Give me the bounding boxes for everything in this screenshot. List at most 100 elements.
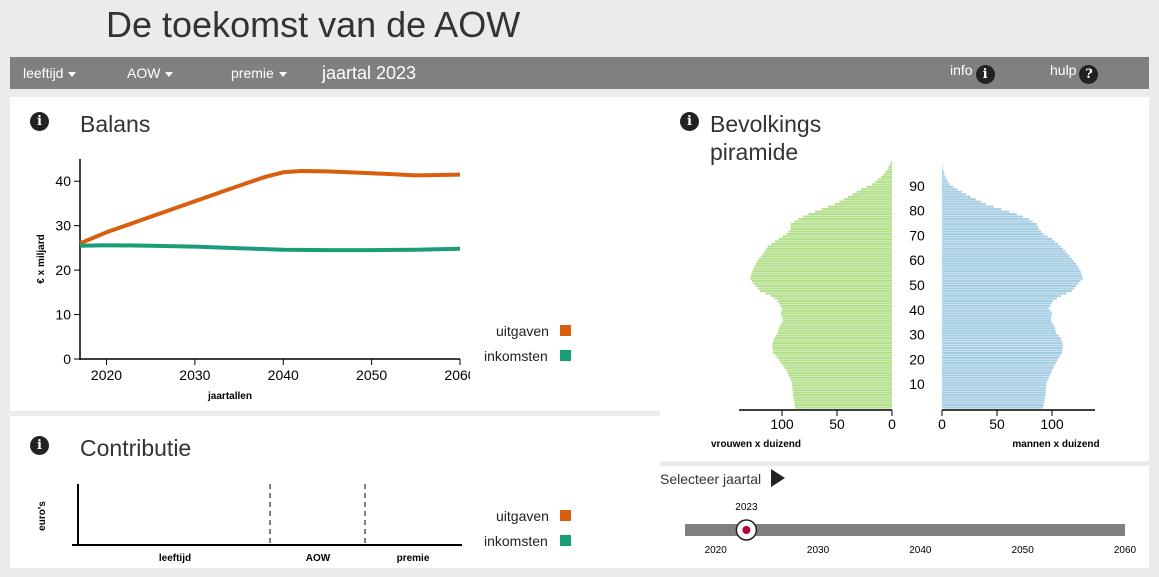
pyramid-bar-women — [883, 173, 892, 176]
menu-leeftijd[interactable]: leeftijd — [23, 65, 77, 81]
balans-y-tick-label: 10 — [55, 307, 71, 323]
help-menu[interactable]: hulp? — [1050, 62, 1099, 84]
year-label: jaartal 2023 — [322, 63, 417, 83]
contributie-legend-inkomsten-swatch — [560, 535, 571, 546]
pyramid-bar-men — [942, 183, 950, 186]
pyramid-bar-men — [942, 401, 1045, 404]
pyramid-bar-women — [790, 223, 892, 226]
pyramid-bar-women — [887, 168, 892, 171]
pyramid-bar-women — [750, 277, 892, 280]
pyramid-bar-men — [942, 319, 1051, 322]
slider-tick-label: 2020 — [705, 545, 728, 556]
pyramid-bar-men — [942, 227, 1039, 231]
pyramid-title-line1: Bevolkings — [710, 111, 822, 137]
pyramid-bar-women — [755, 285, 892, 288]
pyramid-bar-women — [782, 307, 892, 310]
pyramid-bar-men — [942, 406, 1044, 409]
pyramid-title-line2: piramide — [710, 139, 799, 165]
pyramid-x-tick-label: 100 — [770, 416, 794, 432]
caret-down-icon — [278, 71, 287, 77]
balans-x-tick-label: 2020 — [91, 367, 122, 383]
help-label: hulp — [1050, 62, 1077, 78]
pyramid-bar-women — [771, 294, 892, 297]
pyramid-bar-women — [794, 401, 892, 404]
pyramid-x-tick-label: 100 — [1040, 416, 1064, 432]
balans-legend-uitgaven-swatch — [560, 325, 571, 336]
pyramid-bar-men — [942, 386, 1047, 389]
pyramid-bar-women — [767, 245, 892, 248]
pyramid-bar-women — [815, 210, 892, 213]
contributie-title: Contributie — [80, 435, 192, 461]
pyramid-bar-women — [890, 161, 892, 164]
pyramid-bar-women — [761, 255, 892, 258]
pyramid-bar-men — [942, 193, 967, 196]
pyramid-bar-men — [942, 173, 945, 176]
pyramid-bar-women — [798, 218, 892, 221]
balans-x-tick-label: 2060 — [444, 367, 470, 383]
pyramid-bar-men — [942, 371, 1051, 374]
info-icon: i — [975, 65, 995, 84]
pyramid-bar-men — [942, 404, 1044, 407]
pyramid-bar-women — [755, 262, 892, 265]
pyramid-chart: 10 20 30 40 50 60 70 80 90 100 50 0 0 50 100 vrouwen x … — [711, 161, 1100, 450]
pyramid-bar-men — [942, 277, 1083, 280]
pyramid-bar-women — [753, 267, 892, 270]
pyramid-bar-women — [786, 232, 892, 235]
pyramid-bar-women — [781, 361, 892, 364]
pyramid-bar-men — [942, 351, 1062, 355]
balans-info-icon[interactable]: i — [30, 112, 49, 131]
pyramid-bar-women — [772, 342, 892, 345]
pyramid-bar-men — [942, 349, 1063, 352]
caret-down-icon — [68, 71, 77, 77]
slider-label: Selecteer jaartal — [660, 471, 762, 487]
pyramid-bar-women — [866, 185, 892, 188]
pyramid-bar-women — [843, 198, 892, 201]
pyramid-bar-women — [763, 252, 892, 255]
pyramid-bar-men — [942, 394, 1046, 397]
pyramid-bar-women — [772, 347, 892, 350]
pyramid-bar-men — [942, 302, 1052, 305]
pyramid-bar-men — [942, 292, 1067, 295]
app-title: De toekomst van de AOW — [106, 4, 521, 45]
pyramid-bar-women — [766, 247, 892, 250]
play-icon[interactable] — [771, 469, 785, 487]
balans-chart: 01020304020202030204020502060jaartallen€… — [36, 159, 470, 402]
pyramid-bar-men — [942, 190, 962, 193]
pyramid-bar-men — [942, 364, 1055, 367]
pyramid-bar-women — [793, 394, 892, 397]
pyramid-bar-women — [792, 384, 892, 387]
pyramid-bar-men — [942, 379, 1048, 382]
pyramid-bar-men — [942, 361, 1056, 364]
info-menu[interactable]: info i — [950, 62, 995, 84]
menu-aow[interactable]: AOW — [127, 65, 174, 81]
pyramid-age-label: 10 — [909, 376, 925, 392]
year-slider[interactable]: 2020 2030 2040 2050 2060 2023 — [660, 490, 1149, 570]
pyramid-age-label: 30 — [909, 327, 925, 343]
pyramid-info-icon[interactable]: i — [680, 112, 699, 131]
pyramid-bar-men — [942, 223, 1037, 226]
pyramid-x-tick-label: 50 — [829, 416, 845, 432]
pyramid-xlabel-men: mannen x duizend — [1012, 439, 1099, 450]
caret-down-icon — [165, 71, 174, 77]
pyramid-bar-women — [779, 324, 892, 327]
pyramid-bar-men — [942, 297, 1057, 300]
contributie-category-label: leeftijd — [159, 553, 191, 564]
pyramid-bar-men — [942, 210, 1010, 213]
pyramid-bar-men — [942, 275, 1083, 278]
pyramid-bar-women — [751, 280, 892, 283]
pyramid-bar-women — [786, 369, 892, 372]
pyramid-bar-men — [942, 280, 1081, 283]
contributie-info-icon[interactable]: i — [30, 436, 49, 455]
pyramid-bar-men — [942, 309, 1051, 312]
contributie-category-label: AOW — [306, 553, 331, 564]
contributie-legend-uitgaven: uitgaven — [496, 508, 549, 524]
pyramid-x-tick-label: 0 — [888, 416, 896, 432]
menu-premie[interactable]: premie — [231, 65, 287, 81]
pyramid-bar-women — [782, 235, 892, 238]
contributie-legend-uitgaven-swatch — [560, 510, 571, 521]
pyramid-bar-women — [773, 351, 892, 355]
pyramid-bar-women — [788, 230, 892, 233]
pyramid-bar-women — [852, 193, 892, 196]
pyramid-bar-men — [942, 188, 958, 191]
pyramid-bar-men — [942, 294, 1061, 297]
